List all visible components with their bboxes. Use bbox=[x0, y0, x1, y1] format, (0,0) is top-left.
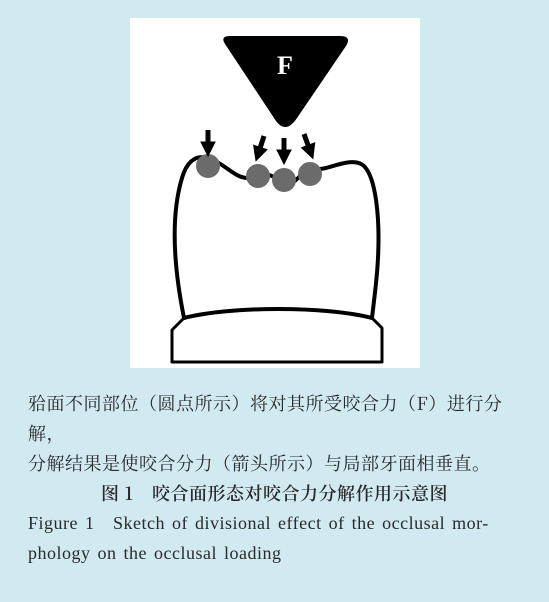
force-arrow-icon bbox=[201, 130, 215, 156]
contact-dot bbox=[272, 168, 296, 192]
caption-en-line2: phology on the occlusal loading bbox=[28, 538, 521, 568]
force-arrow-icon bbox=[277, 138, 291, 164]
root-block-outline bbox=[172, 318, 382, 362]
contact-dots-group bbox=[196, 154, 322, 192]
force-arrow-icon bbox=[249, 134, 270, 163]
caption-cn-line2: 分解结果是使咬合分力（箭头所示）与局部牙面相垂直。 bbox=[28, 448, 521, 478]
force-label: F bbox=[277, 51, 293, 80]
force-arrow-icon bbox=[297, 132, 319, 161]
tooth-cervical-line bbox=[184, 309, 372, 318]
tooth-diagram-svg: F bbox=[130, 18, 420, 368]
figure-panel: F bbox=[130, 18, 420, 368]
contact-dot bbox=[196, 154, 220, 178]
force-triangle-icon: F bbox=[223, 36, 348, 127]
contact-dot bbox=[298, 162, 322, 186]
caption-cn-title: 图 1 咬合面形态对咬合力分解作用示意图 bbox=[28, 478, 521, 508]
contact-dot bbox=[246, 164, 270, 188]
force-arrows-group bbox=[201, 130, 319, 164]
caption-en-line1: Figure 1 Sketch of divisional effect of … bbox=[28, 508, 521, 538]
caption-cn-line1: 𬌗面不同部位（圆点所示）将对其所受咬合力（F）进行分解， bbox=[28, 388, 521, 448]
figure-caption: 𬌗面不同部位（圆点所示）将对其所受咬合力（F）进行分解， 分解结果是使咬合分力（… bbox=[28, 388, 521, 568]
page-root: F bbox=[0, 0, 549, 602]
